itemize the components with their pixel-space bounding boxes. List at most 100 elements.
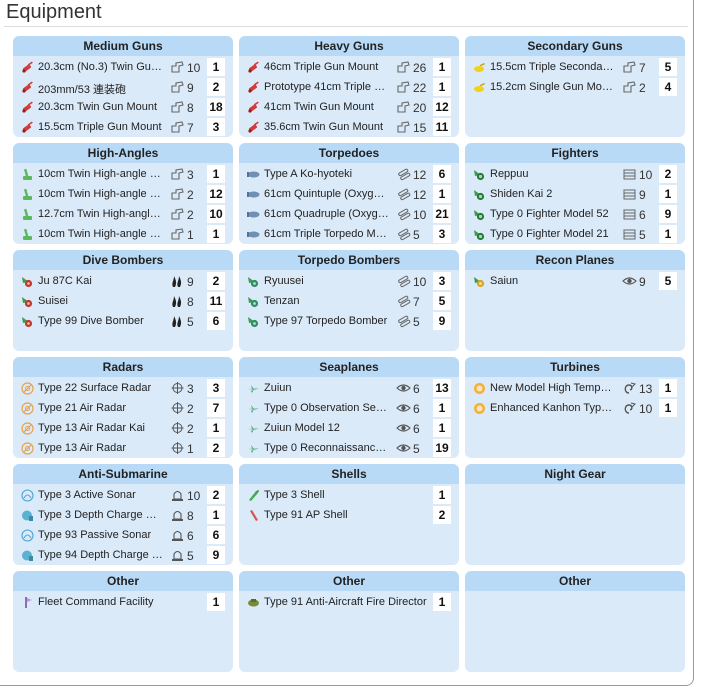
equipment-name: New Model High Temperature High Pressure…: [490, 382, 615, 394]
stat-value: 1: [187, 228, 194, 242]
equipment-row[interactable]: 15.5cm Triple Secondary Gun Mount 75: [465, 57, 685, 77]
equipment-row[interactable]: Type 97 Torpedo Bomber 5 9: [239, 311, 459, 331]
equipment-row[interactable]: 203mm/53 連装砲 9 2: [13, 77, 233, 97]
equipment-row[interactable]: Zuiun 6 13: [239, 378, 459, 398]
stat-value: 6: [413, 382, 420, 396]
equipment-row[interactable]: Reppuu 10 2: [465, 164, 685, 184]
stat-value: 5: [187, 315, 194, 329]
equipment-list: Saiun 9 5: [465, 270, 685, 291]
los-eye-icon: [396, 401, 411, 415]
torpedo-icon: [247, 168, 260, 181]
stat-value: 6: [413, 402, 420, 416]
equipment-row[interactable]: Type 3 Depth Charge Projector 81: [13, 505, 233, 525]
equipment-row[interactable]: Fleet Command Facility 1: [13, 592, 233, 612]
count-badge: 2: [207, 272, 225, 290]
red-gun-icon: [247, 101, 260, 114]
stat-value: 12: [413, 188, 427, 202]
equipment-row[interactable]: 10cm Twin High-angle Mount 2 12: [13, 184, 233, 204]
equipment-row[interactable]: 61cm Quintuple (Oxygen) Torpedo Mount 12 1: [239, 184, 459, 204]
equipment-row[interactable]: 46cm Triple Gun Mount 26 1: [239, 57, 459, 77]
equipment-list: 20.3cm (No.3) Twin Gun Mount101203mm/53 …: [13, 56, 233, 137]
stat-value: 2: [187, 402, 194, 416]
equipment-row[interactable]: Tenzan 7 5: [239, 291, 459, 311]
green-aa-gun-icon: [21, 228, 34, 241]
equipment-name: Enhanced Kanhon Type Turbine: [490, 402, 615, 414]
stat-value: 10: [639, 402, 653, 416]
equipment-list: 10cm Twin High-angle Mount3110cm Twin Hi…: [13, 163, 233, 244]
equipment-name: 35.6cm Twin Gun Mount: [264, 121, 384, 133]
equipment-row[interactable]: New Model High Temperature High Pressure…: [465, 378, 685, 398]
equipment-row[interactable]: 12.7cm Twin High-angle Mount 2 10: [13, 204, 233, 224]
panel-other-2: Other Type 91 Anti-Aircraft Fire Director…: [239, 571, 459, 672]
equipment-row[interactable]: 20.3cm Twin Gun Mount 8 18: [13, 97, 233, 117]
equipment-row[interactable]: Type 0 Fighter Model 52 6 9: [465, 204, 685, 224]
firepower-icon: [170, 60, 185, 74]
fire-director-icon: [247, 596, 260, 609]
stat-value: 22: [413, 81, 427, 95]
panel-title: Heavy Guns: [239, 36, 459, 56]
equipment-row[interactable]: Type 0 Observation Seaplane 61: [239, 398, 459, 418]
equipment-row[interactable]: 35.6cm Twin Gun Mount 15 11: [239, 117, 459, 137]
equipment-row[interactable]: Type 94 Depth Charge Projector 59: [13, 545, 233, 565]
equipment-row[interactable]: Prototype 41cm Triple Gun Mount 22 1: [239, 77, 459, 97]
panel-title: Night Gear: [465, 464, 685, 484]
equipment-list: Reppuu 10 2 Shiden Kai 2 9 1 Type 0 Fighter Mo…: [465, 163, 685, 244]
equipment-row[interactable]: 15.2cm Single Gun Mount 2 4: [465, 77, 685, 97]
equipment-list: Type A Ko-hyoteki 12 6 61cm Quintuple (Oxyg…: [239, 163, 459, 244]
equipment-row[interactable]: Ju 87C Kai 9 2: [13, 271, 233, 291]
firepower-icon: [170, 100, 185, 114]
equipment-row[interactable]: Type 93 Passive Sonar 6 6: [13, 525, 233, 545]
equipment-row[interactable]: 10cm Twin High-angle Mount 31: [13, 164, 233, 184]
red-gun-icon: [21, 101, 34, 114]
equipment-row[interactable]: Saiun 9 5: [465, 271, 685, 291]
equipment-row[interactable]: 15.5cm Triple Gun Mount 7 3: [13, 117, 233, 137]
torpedo-icon: [247, 228, 260, 241]
sonar-icon: [21, 489, 34, 502]
equipment-row[interactable]: 10cm Twin High-angle Mount 11: [13, 224, 233, 244]
seaplane-icon: [247, 442, 260, 455]
equipment-name: Type A Ko-hyoteki: [264, 168, 353, 180]
equipment-row[interactable]: Type 99 Dive Bomber 5 6: [13, 311, 233, 331]
equipment-row[interactable]: Type 91 Anti-Aircraft Fire Director 1: [239, 592, 459, 612]
count-badge: 1: [659, 399, 677, 417]
panel-torpedo-bombers: Torpedo Bombers Ryuusei 10 3 Tenzan 7 5 Type 97…: [239, 250, 459, 351]
equipment-row[interactable]: Ryuusei 10 3: [239, 271, 459, 291]
equipment-row[interactable]: Type A Ko-hyoteki 12 6: [239, 164, 459, 184]
equipment-row[interactable]: 20.3cm (No.3) Twin Gun Mount 10 1: [13, 57, 233, 77]
type3-shell-icon: [247, 489, 260, 502]
equipment-row[interactable]: Type 3 Shell 1: [239, 485, 459, 505]
equipment-row[interactable]: Zuiun Model 12 6 1: [239, 418, 459, 438]
equipment-row[interactable]: Type 22 Surface Radar 3 3: [13, 378, 233, 398]
count-badge: 2: [659, 165, 677, 183]
equipment-row[interactable]: Type 3 Active Sonar 10 2: [13, 485, 233, 505]
equipment-row[interactable]: Enhanced Kanhon Type Turbine 10 1: [465, 398, 685, 418]
equipment-name: Type 3 Shell: [264, 489, 325, 501]
equipment-row[interactable]: Type 91 AP Shell 2: [239, 505, 459, 525]
equipment-row[interactable]: Type 13 Air Radar Kai 2 1: [13, 418, 233, 438]
count-badge: 1: [659, 379, 677, 397]
stat-value: 9: [639, 188, 646, 202]
count-badge: 2: [433, 506, 451, 524]
equipment-row[interactable]: Type 0 Reconnaissance Seaplane 5 19: [239, 438, 459, 458]
panel-shells: Shells Type 3 Shell 1 Type 91 AP Shell 2: [239, 464, 459, 565]
turbine-icon: [473, 402, 486, 415]
count-badge: 3: [207, 379, 225, 397]
turbine-icon: [473, 382, 486, 395]
equipment-row[interactable]: 41cm Twin Gun Mount 20 12: [239, 97, 459, 117]
equipment-row[interactable]: 61cm Triple Torpedo Mount 5 3: [239, 224, 459, 244]
fighter-plane-icon: [473, 208, 486, 221]
equipment-list: Type 91 Anti-Aircraft Fire Director 1: [239, 591, 459, 612]
equipment-row[interactable]: Suisei 8 11: [13, 291, 233, 311]
firepower-icon: [170, 187, 185, 201]
equipment-name: Ryuusei: [264, 275, 304, 287]
equipment-name: 10cm Twin High-angle Mount: [38, 188, 163, 200]
count-badge: 1: [659, 225, 677, 243]
equipment-row[interactable]: Type 0 Fighter Model 21 5 1: [465, 224, 685, 244]
equipment-list: Ju 87C Kai 9 2 Suisei 8 11 Type 99 Dive Bomber…: [13, 270, 233, 331]
equipment-row[interactable]: Type 21 Air Radar 2 7: [13, 398, 233, 418]
equipment-row[interactable]: Type 13 Air Radar 1 2: [13, 438, 233, 458]
stat-value: 10: [639, 168, 653, 182]
equipment-row[interactable]: 61cm Quadruple (Oxygen) Torpedo Mount 10 2…: [239, 204, 459, 224]
